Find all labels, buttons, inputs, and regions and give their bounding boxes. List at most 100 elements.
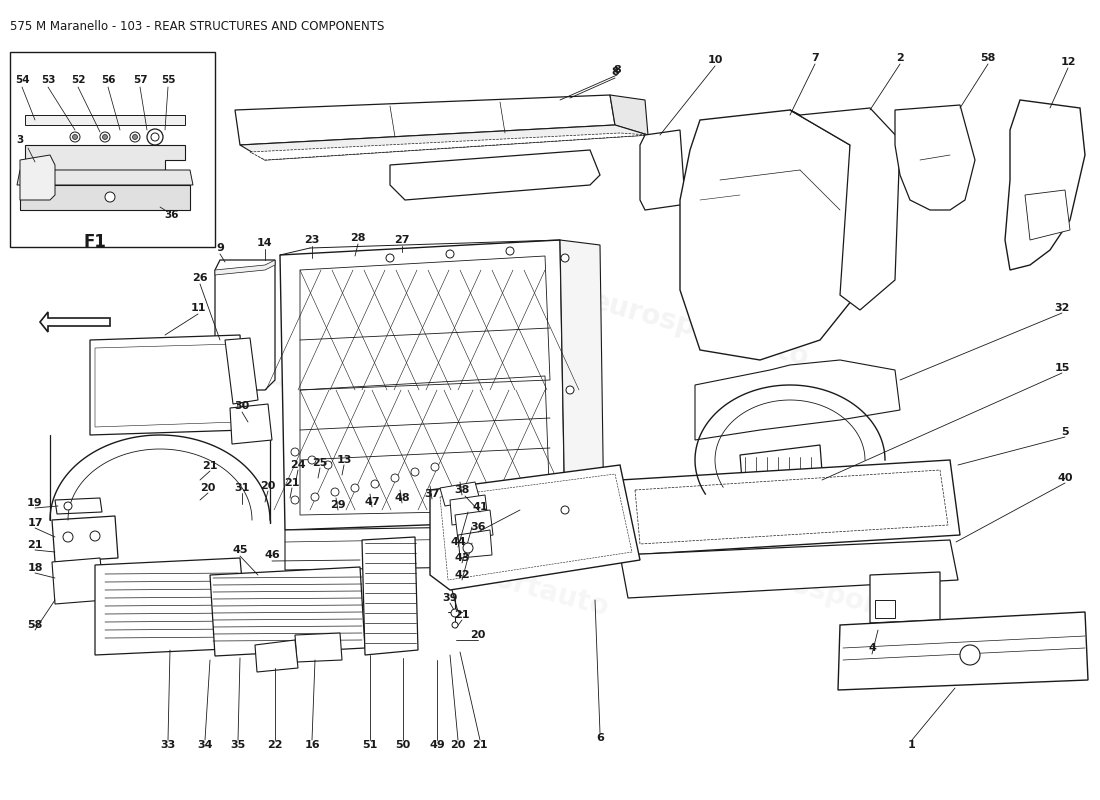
- Text: 21: 21: [454, 610, 470, 620]
- Text: 21: 21: [284, 478, 299, 488]
- Text: 9: 9: [216, 243, 224, 253]
- Text: 36: 36: [165, 210, 179, 220]
- Circle shape: [308, 456, 316, 464]
- Circle shape: [151, 133, 160, 141]
- Text: 16: 16: [305, 740, 320, 750]
- Polygon shape: [25, 115, 185, 125]
- Circle shape: [446, 250, 454, 258]
- Text: 56: 56: [101, 75, 116, 85]
- Polygon shape: [214, 260, 275, 390]
- Polygon shape: [620, 540, 958, 598]
- Text: 38: 38: [454, 485, 470, 495]
- Circle shape: [104, 192, 116, 202]
- Polygon shape: [362, 537, 418, 655]
- Circle shape: [100, 132, 110, 142]
- Polygon shape: [285, 525, 604, 570]
- Circle shape: [386, 254, 394, 262]
- Text: 19: 19: [28, 498, 43, 508]
- Polygon shape: [560, 240, 604, 525]
- Text: 31: 31: [234, 483, 250, 493]
- Polygon shape: [20, 155, 55, 200]
- Text: 50: 50: [395, 740, 410, 750]
- Polygon shape: [430, 465, 640, 590]
- Text: 36: 36: [471, 522, 486, 532]
- Polygon shape: [870, 572, 940, 623]
- Text: 53: 53: [41, 75, 55, 85]
- Text: 3: 3: [16, 135, 23, 145]
- Circle shape: [147, 129, 163, 145]
- Text: 51: 51: [362, 740, 377, 750]
- Circle shape: [561, 506, 569, 514]
- Circle shape: [324, 461, 332, 469]
- Text: 11: 11: [190, 303, 206, 313]
- Polygon shape: [250, 133, 648, 160]
- Text: 44: 44: [450, 537, 466, 547]
- Text: 6: 6: [596, 733, 604, 743]
- Text: 27: 27: [394, 235, 409, 245]
- Circle shape: [390, 474, 399, 482]
- Text: 13: 13: [337, 455, 352, 465]
- Text: 30: 30: [234, 401, 250, 411]
- Text: 40: 40: [1057, 473, 1072, 483]
- Text: 39: 39: [442, 593, 458, 603]
- Circle shape: [452, 622, 458, 628]
- Text: 23: 23: [305, 235, 320, 245]
- Text: 49: 49: [429, 740, 444, 750]
- Text: 48: 48: [394, 493, 410, 503]
- Circle shape: [566, 386, 574, 394]
- Text: 8: 8: [612, 67, 619, 77]
- Text: 20: 20: [450, 740, 465, 750]
- Polygon shape: [235, 95, 615, 145]
- Circle shape: [431, 463, 439, 471]
- Polygon shape: [838, 612, 1088, 690]
- Text: 32: 32: [1054, 303, 1069, 313]
- Polygon shape: [230, 404, 272, 444]
- Polygon shape: [680, 110, 860, 360]
- Polygon shape: [90, 335, 245, 435]
- Polygon shape: [695, 360, 900, 440]
- Text: 17: 17: [28, 518, 43, 528]
- Polygon shape: [52, 516, 118, 562]
- Text: 35: 35: [230, 740, 245, 750]
- Polygon shape: [740, 445, 825, 518]
- Polygon shape: [390, 150, 600, 200]
- Text: 47: 47: [364, 497, 380, 507]
- Text: 45: 45: [232, 545, 248, 555]
- Polygon shape: [895, 105, 975, 210]
- Circle shape: [506, 247, 514, 255]
- Text: 43: 43: [454, 553, 470, 563]
- Polygon shape: [52, 558, 104, 604]
- Polygon shape: [295, 633, 342, 662]
- Text: 14: 14: [257, 238, 273, 248]
- Text: 58: 58: [980, 53, 996, 63]
- Circle shape: [451, 609, 459, 617]
- Circle shape: [132, 134, 138, 139]
- Text: eurosportauto: eurosportauto: [587, 287, 812, 373]
- Circle shape: [311, 493, 319, 501]
- Polygon shape: [16, 170, 192, 185]
- Circle shape: [292, 448, 299, 456]
- Text: 25: 25: [312, 458, 328, 468]
- Polygon shape: [790, 108, 900, 310]
- Circle shape: [960, 645, 980, 665]
- Text: 15: 15: [1054, 363, 1069, 373]
- Polygon shape: [255, 640, 298, 672]
- Polygon shape: [1025, 190, 1070, 240]
- Text: eurosportauto: eurosportauto: [738, 558, 962, 642]
- Polygon shape: [280, 240, 565, 530]
- Text: 29: 29: [330, 500, 345, 510]
- Text: 42: 42: [454, 570, 470, 580]
- Circle shape: [63, 532, 73, 542]
- Circle shape: [331, 488, 339, 496]
- Text: 2: 2: [896, 53, 904, 63]
- Text: 7: 7: [811, 53, 818, 63]
- Text: 1: 1: [909, 740, 916, 750]
- Text: 37: 37: [425, 489, 440, 499]
- Text: 34: 34: [197, 740, 212, 750]
- Text: 41: 41: [472, 502, 487, 512]
- Text: 8: 8: [613, 65, 620, 75]
- Text: 46: 46: [264, 550, 279, 560]
- Polygon shape: [10, 52, 214, 247]
- Polygon shape: [450, 495, 488, 525]
- Text: eurosportauto: eurosportauto: [248, 358, 472, 442]
